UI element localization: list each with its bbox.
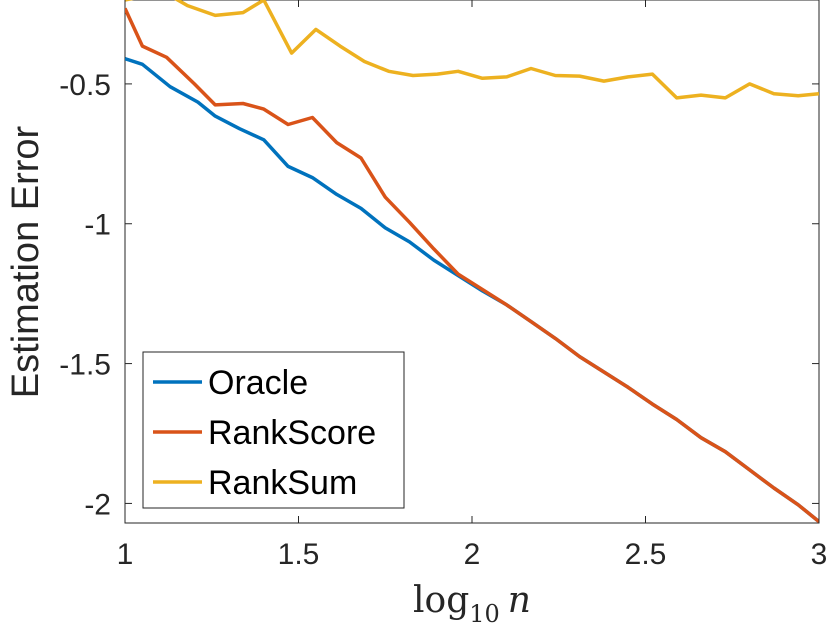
series-line-ranksum [125, 0, 819, 100]
x-tick-label: 1 [117, 538, 134, 571]
x-axis-title: log10 n [413, 580, 531, 628]
y-axis: -2 -1.5 -1 -0.5 [59, 69, 819, 521]
x-tick-label: 1.5 [278, 538, 320, 571]
legend: Oracle RankScore RankSum [142, 351, 405, 509]
legend-label-ranksum: RankSum [208, 464, 357, 502]
x-tick-label: 2 [464, 538, 481, 571]
series-line-rankscore [125, 7, 819, 523]
y-tick-label: -1 [84, 209, 111, 242]
y-tick-label: -1.5 [59, 349, 111, 382]
x-tick-label: 2.5 [625, 538, 667, 571]
x-tick-label: 3 [811, 538, 828, 571]
y-tick-label: -0.5 [59, 69, 111, 102]
x-axis: 1 1.5 2 2.5 3 [117, 0, 828, 571]
legend-label-rankscore: RankScore [208, 414, 376, 452]
y-tick-label: -2 [84, 488, 111, 521]
legend-label-oracle: Oracle [208, 364, 308, 402]
series-layer [125, 0, 819, 523]
y-axis-title: Estimation Error [5, 125, 47, 398]
